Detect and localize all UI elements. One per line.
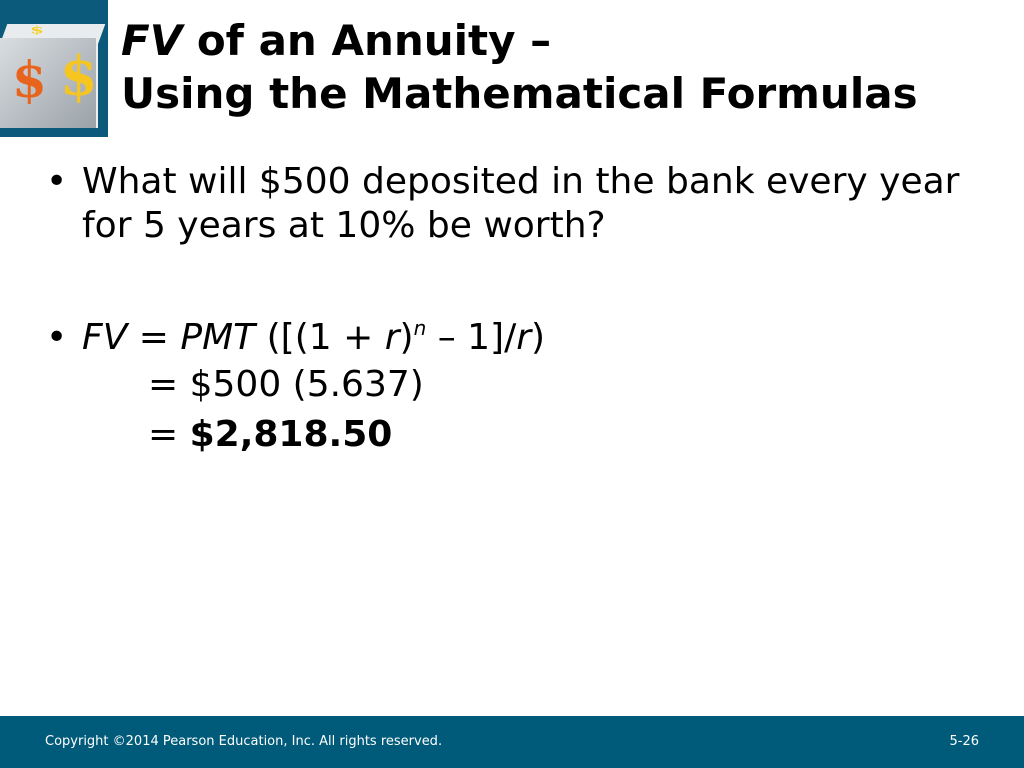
title-fv: FV <box>121 16 183 65</box>
question-text: What will $500 deposited in the bank eve… <box>82 161 960 246</box>
slide-body: • What will $500 deposited in the bank e… <box>46 160 962 460</box>
formula-n: n <box>413 316 427 340</box>
formula-step1: = $500 (5.637) <box>148 364 424 405</box>
bullet-icon: • <box>46 161 68 202</box>
formula-r: r <box>516 317 532 358</box>
slide-title: FV of an Annuity – Using the Mathematica… <box>121 14 918 120</box>
formula-step2: = $2,818.50 <box>46 410 962 460</box>
dollar-icon: $ <box>12 50 47 109</box>
footer-bar: Copyright ©2014 Pearson Education, Inc. … <box>0 716 1024 768</box>
formula-part: ) <box>399 317 414 358</box>
formula-pmt: PMT <box>180 317 256 358</box>
formula-r: r <box>384 317 400 358</box>
title-line2: Using the Mathematical Formulas <box>121 69 918 118</box>
cube <box>0 38 98 128</box>
formula-fv: FV <box>82 317 128 358</box>
bullet-formula: • FV = PMT ([(1 + r)n – 1]/r) <box>46 316 962 360</box>
dollar-icon: $ <box>60 44 98 108</box>
copyright-text: Copyright ©2014 Pearson Education, Inc. … <box>45 734 443 749</box>
dollar-cube-logo: $ $ $ <box>0 0 108 137</box>
formula-part: – 1]/ <box>426 317 517 358</box>
result-value: $2,818.50 <box>189 414 393 455</box>
dollar-icon: $ <box>30 24 44 36</box>
formula-eq: = <box>127 317 181 358</box>
formula-part: ) <box>531 317 546 358</box>
title-line1: of an Annuity – <box>182 16 552 65</box>
bullet-icon: • <box>46 317 68 358</box>
formula-part: ([(1 + <box>255 317 385 358</box>
page-number: 5-26 <box>949 734 979 749</box>
bullet-question: • What will $500 deposited in the bank e… <box>46 160 962 248</box>
step2-prefix: = <box>148 414 190 455</box>
